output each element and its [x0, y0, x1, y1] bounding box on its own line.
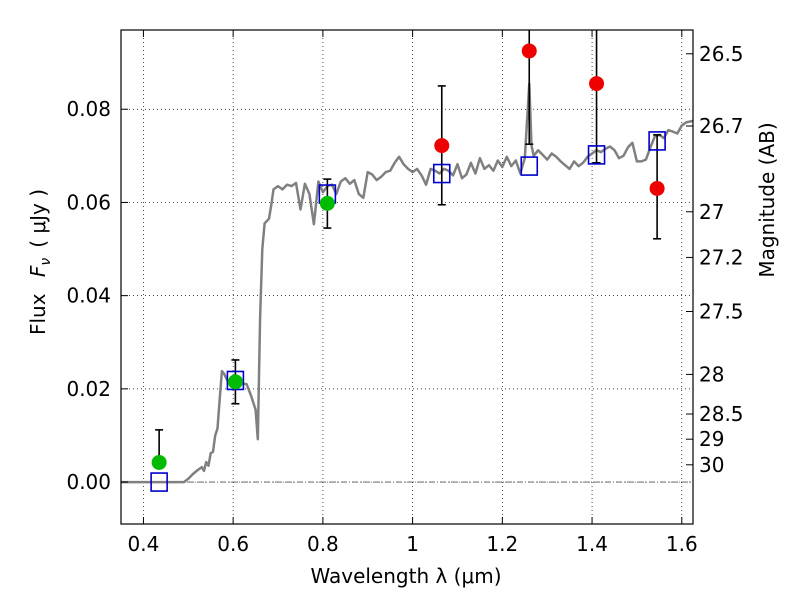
plot-frame	[120, 29, 694, 525]
y-axis-label: Flux Fν ( μJy )	[26, 189, 54, 335]
mag-tick-label: 27.5	[699, 299, 744, 323]
y-axis-label-symbol: F	[26, 265, 50, 277]
y-axis-label-unit: ( μJy )	[26, 189, 50, 248]
nondetection-point	[589, 76, 605, 92]
x-tick-label: 1.6	[666, 532, 698, 556]
mag-tick-label: 30	[699, 453, 724, 477]
model-spectrum-line	[121, 82, 694, 484]
detection-point	[319, 195, 335, 211]
error-bars	[155, 30, 662, 468]
mag-tick-label: 26.7	[699, 114, 744, 138]
axis-ticks: 0.4 0.6 0.8 1 1.2 1.4 1.6 0.00 0.02 0.04 0.06 0.08 2…	[66, 30, 744, 556]
model-photometry-boxes	[150, 131, 666, 492]
mag-tick-label: 28	[699, 362, 724, 386]
model-spectrum	[121, 82, 694, 484]
y-axis-label-text: Flux	[26, 293, 50, 335]
x-axis-label: Wavelength λ (μm)	[310, 564, 501, 588]
y-tick-label: 0.02	[66, 377, 111, 401]
right-axis-label: Magnitude (AB)	[755, 122, 779, 277]
x-tick-label: 1	[406, 532, 419, 556]
mag-tick-label: 26.5	[699, 42, 744, 66]
x-tick-label: 1.4	[576, 532, 608, 556]
nondetection-point	[434, 138, 450, 154]
detection-point	[151, 454, 167, 470]
y-tick-label: 0.00	[66, 470, 111, 494]
nondetection-point	[521, 43, 537, 59]
y-tick-label: 0.06	[66, 190, 111, 214]
model-photometry-box	[432, 163, 451, 184]
x-tick-label: 1.2	[486, 532, 518, 556]
mag-tick-label: 27	[699, 200, 724, 224]
x-tick-label: 0.8	[307, 532, 339, 556]
x-tick-label: 0.4	[128, 532, 160, 556]
mag-tick-label: 29	[699, 427, 724, 451]
y-tick-label: 0.04	[66, 284, 111, 308]
model-photometry-box	[520, 156, 539, 176]
y-tick-label: 0.08	[66, 97, 111, 121]
model-photometry-box	[648, 131, 666, 151]
nondetection-point	[649, 180, 665, 196]
model-photometry-box	[150, 472, 168, 492]
svg-text:Flux Fν( μJy ): Flux Fν ( μJy )	[26, 189, 54, 335]
grid	[121, 30, 693, 524]
mag-tick-label: 28.5	[699, 402, 744, 426]
model-photometry-box	[587, 145, 606, 165]
observed-points	[151, 43, 665, 470]
detection-point	[227, 374, 243, 390]
x-tick-label: 0.6	[217, 532, 249, 556]
y-axis-label-subscript: ν	[38, 258, 54, 266]
mag-tick-label: 27.2	[699, 245, 744, 269]
model-photometry-box	[226, 370, 245, 391]
